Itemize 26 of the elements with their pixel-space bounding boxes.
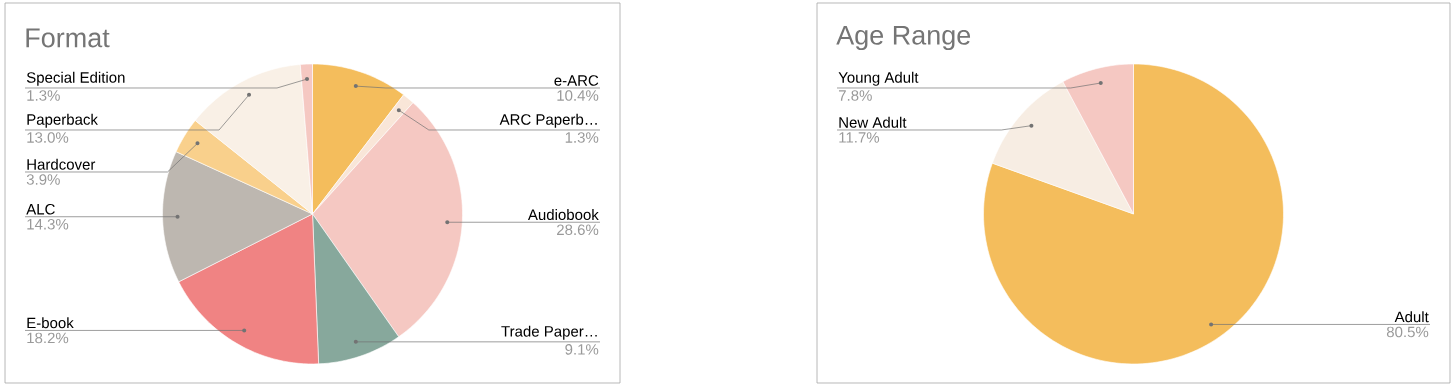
slice-label: New Adult bbox=[839, 116, 907, 128]
data-label: 14.3% bbox=[27, 218, 69, 230]
slice-label: E-book bbox=[27, 317, 74, 329]
data-label: 18.2% bbox=[27, 332, 69, 344]
slice-label: Adult bbox=[1394, 311, 1429, 323]
data-label: 9.1% bbox=[565, 344, 599, 355]
slice-label: Audiobook bbox=[527, 209, 599, 221]
data-label: 3.9% bbox=[26, 174, 60, 185]
data-label: 1.3% bbox=[27, 90, 60, 101]
data-label: 13.0% bbox=[27, 132, 69, 143]
slice-label: Young Adult bbox=[838, 71, 919, 86]
data-label: 80.5% bbox=[1386, 326, 1429, 338]
slice-label: ALC bbox=[26, 203, 55, 215]
data-label: 28.6% bbox=[557, 224, 599, 236]
data-label: 11.7% bbox=[839, 132, 880, 143]
data-label: 7.8% bbox=[838, 90, 872, 101]
slice-label: Hardcover bbox=[27, 158, 96, 170]
chart-title: Format bbox=[26, 28, 110, 48]
slice-label: Special Edition bbox=[26, 71, 125, 86]
slice-label: Trade Paper… bbox=[501, 325, 597, 340]
chart-title: Age Range bbox=[836, 25, 971, 51]
data-label: 10.4% bbox=[557, 90, 599, 101]
data-label: 1.3% bbox=[565, 132, 599, 143]
slice-label: e-ARC bbox=[554, 75, 599, 86]
slice-label: Paperback bbox=[27, 113, 98, 128]
slice-label: ARC Paperb… bbox=[499, 113, 597, 128]
